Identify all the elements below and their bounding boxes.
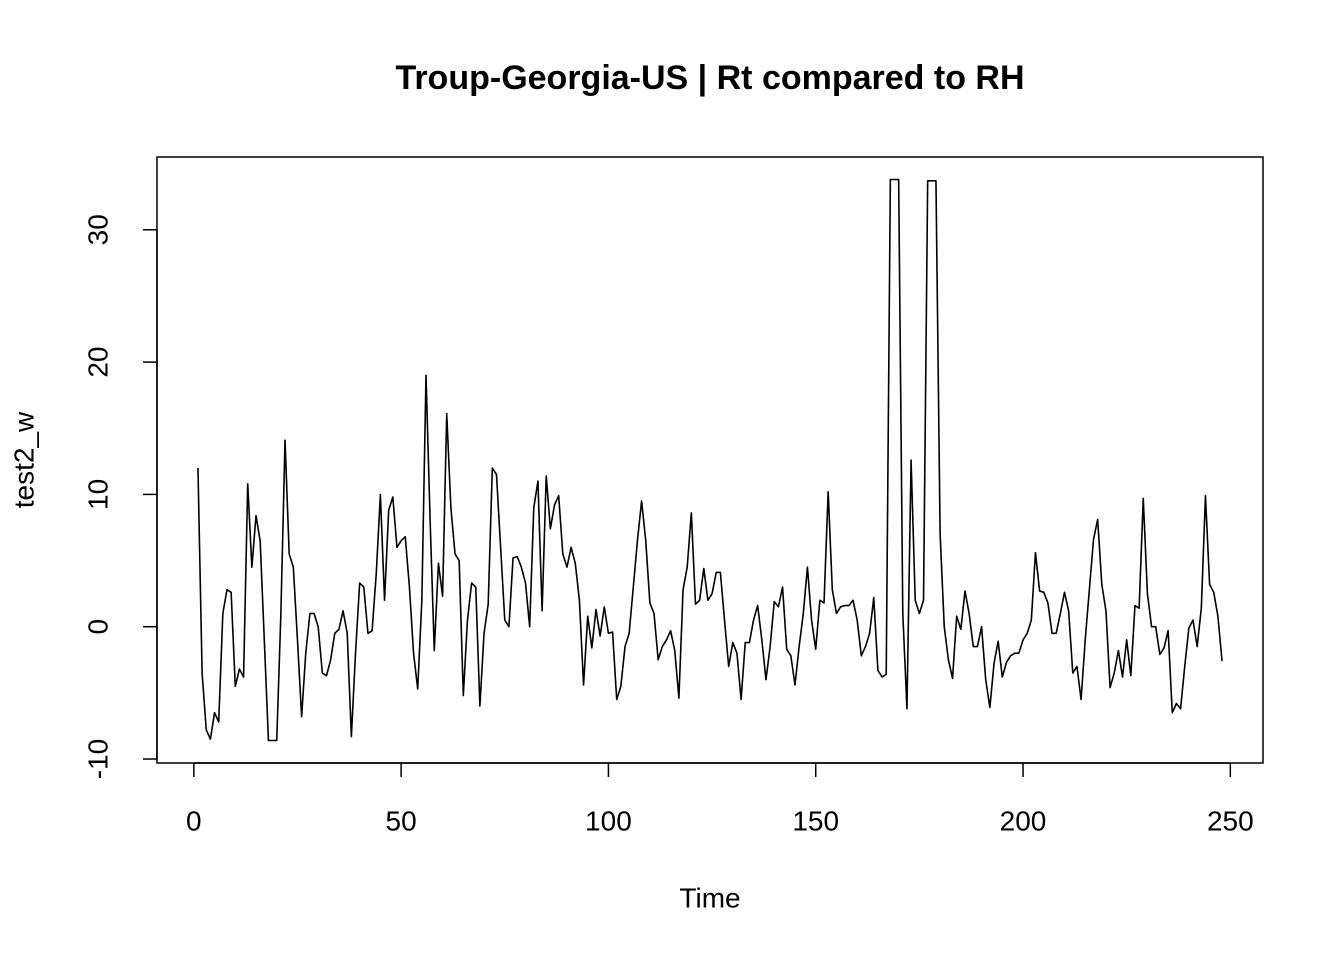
x-tick-label: 200 (1000, 805, 1047, 836)
x-axis-label: Time (679, 882, 740, 913)
x-tick-label: 150 (792, 805, 839, 836)
x-tick-label: 100 (585, 805, 632, 836)
y-tick-label: 10 (82, 479, 113, 510)
y-tick-label: 30 (82, 214, 113, 245)
x-tick-label: 0 (186, 805, 202, 836)
y-axis-label: test2_w (8, 411, 39, 508)
y-tick-label: 0 (82, 619, 113, 635)
chart-title: Troup-Georgia-US | Rt compared to RH (395, 59, 1024, 97)
y-tick-label: -10 (82, 739, 113, 779)
data-line (197, 178, 1223, 742)
x-tick-label: 250 (1207, 805, 1254, 836)
y-tick-label: 20 (82, 347, 113, 378)
x-tick-label: 50 (386, 805, 417, 836)
